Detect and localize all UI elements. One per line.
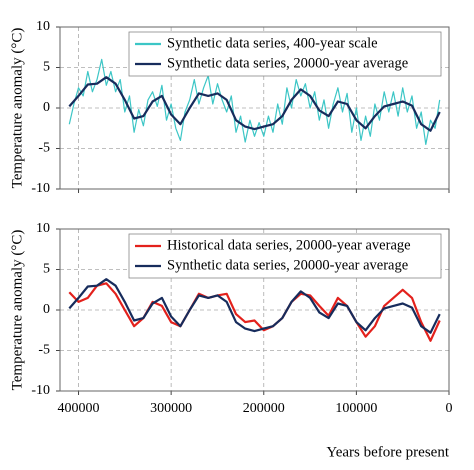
y-tick-label: 10: [36, 221, 50, 236]
x-tick-label: 200000: [243, 401, 285, 416]
y-tick-label: 5: [43, 60, 50, 75]
y-tick-label: 0: [43, 100, 50, 115]
x-tick-label: 0: [446, 401, 453, 416]
legend-label: Synthetic data series, 20000-year averag…: [167, 257, 408, 273]
series-line: [68, 76, 441, 132]
legend-box: [128, 31, 442, 77]
legend-label: Synthetic data series, 400-year scale: [167, 35, 378, 51]
y-tick-label: 10: [36, 19, 50, 34]
x-tick-label: 100000: [335, 401, 377, 416]
y-axis-label: Temperature anomaly (°C): [9, 28, 25, 189]
legend-label: Synthetic data series, 20000-year averag…: [167, 55, 408, 71]
y-tick-label: -5: [38, 141, 50, 156]
y-tick-label: -10: [31, 383, 50, 398]
x-axis-label: Years before present: [326, 444, 449, 460]
y-tick-label: 5: [43, 262, 50, 277]
y-tick-label: -5: [38, 343, 50, 358]
series-line: [68, 278, 441, 334]
x-tick-label: 400000: [58, 401, 100, 416]
legend-label: Historical data series, 20000-year avera…: [167, 237, 411, 253]
x-tick-label: 300000: [150, 401, 192, 416]
y-tick-label: -10: [31, 181, 50, 196]
plot-frame: [59, 26, 450, 190]
series-line: [68, 282, 441, 342]
y-axis-label: Temperature anomaly (°C): [9, 230, 25, 391]
y-tick-label: 0: [43, 302, 50, 317]
legend-box: [128, 233, 442, 279]
plot-frame: [59, 228, 450, 392]
series-line: [68, 58, 441, 145]
